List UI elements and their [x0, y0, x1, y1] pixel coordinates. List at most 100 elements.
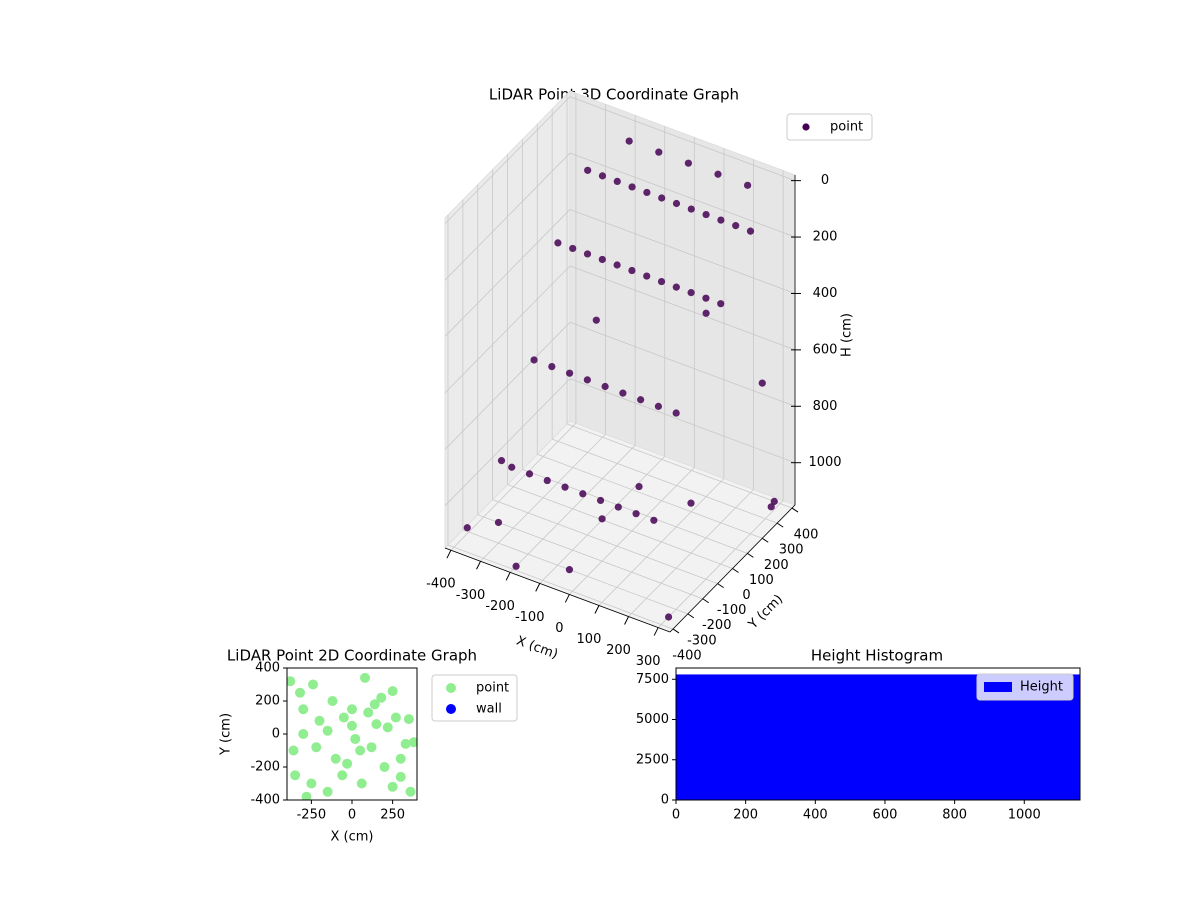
x-tick-label: 1000	[1008, 808, 1041, 823]
tick-mark	[564, 594, 570, 603]
point	[350, 733, 361, 744]
point	[387, 781, 398, 792]
tick-mark	[594, 605, 600, 614]
legend-box	[976, 673, 1074, 701]
point	[635, 482, 643, 491]
point	[390, 712, 401, 723]
legend-marker	[984, 682, 1012, 692]
point	[613, 261, 621, 269]
grid-line	[552, 438, 778, 524]
point	[561, 483, 569, 491]
z-tick-label: 400	[813, 286, 838, 301]
legend-label: wall	[476, 702, 502, 717]
point	[672, 283, 680, 291]
point	[322, 725, 333, 736]
x-tick-label: -300	[456, 588, 486, 603]
point	[601, 382, 609, 391]
legend-marker	[446, 683, 456, 693]
grid-line	[507, 484, 733, 569]
chart-title: LiDAR Point 2D Coordinate Graph	[227, 647, 477, 665]
point	[287, 676, 296, 687]
point	[569, 244, 577, 253]
z-tick-label: 800	[813, 399, 838, 414]
y-tick-label: -200	[250, 760, 280, 775]
point	[311, 742, 322, 753]
point	[702, 309, 710, 317]
y-tick-label: 0	[742, 588, 750, 603]
point	[494, 518, 503, 527]
grid-line	[444, 152, 571, 281]
point	[643, 188, 651, 197]
grid-line	[477, 514, 703, 600]
tick-mark	[761, 537, 769, 543]
grid-line	[462, 529, 688, 615]
grid-line	[569, 209, 796, 294]
point	[583, 250, 592, 258]
z-tick-label: 600	[813, 342, 838, 357]
y-tick-label: 0	[272, 727, 280, 742]
point	[655, 148, 663, 156]
point	[387, 686, 398, 697]
x-tick-label: 0	[672, 808, 680, 823]
chart-title: Height Histogram	[811, 647, 943, 665]
point	[664, 613, 673, 621]
y-tick-label: -400	[672, 648, 702, 663]
y-tick-label: 100	[749, 573, 774, 588]
legend-label: point	[476, 681, 509, 696]
point	[371, 719, 382, 730]
point	[628, 183, 636, 191]
point	[347, 704, 357, 715]
legend-label: point	[830, 120, 863, 135]
x-tick-label: -200	[485, 599, 515, 614]
legend-marker	[446, 704, 456, 714]
point	[548, 362, 556, 371]
point	[584, 166, 592, 174]
tick-mark	[732, 568, 739, 573]
grid-line	[569, 321, 796, 407]
point	[403, 714, 414, 725]
grid-line	[569, 152, 796, 238]
y-tick-label: 0	[661, 793, 669, 808]
z-tick-label: 200	[813, 230, 838, 245]
legend-label: Height	[1020, 680, 1063, 695]
grid-line	[569, 265, 796, 351]
grid-line	[492, 499, 718, 584]
chart-title: LiDAR Point 3D Coordinate Graph	[489, 86, 739, 104]
point	[770, 497, 778, 505]
point-series	[463, 137, 778, 621]
point	[613, 177, 621, 186]
x-tick-label: 250	[380, 808, 405, 823]
point	[298, 729, 309, 739]
point	[565, 369, 574, 377]
y-tick-label: -200	[702, 618, 732, 633]
y-tick-label: 2500	[636, 752, 669, 767]
axis-line	[669, 504, 796, 633]
x-tick-label: 400	[803, 808, 828, 823]
point	[379, 762, 390, 772]
grid-line	[444, 322, 571, 450]
z-axis-label: H (cm)	[840, 313, 855, 357]
point	[408, 737, 417, 748]
point	[382, 722, 393, 733]
grid-line	[444, 265, 571, 394]
point	[554, 239, 562, 247]
point	[758, 379, 766, 387]
point	[298, 704, 309, 715]
tick-mark	[476, 561, 481, 570]
point	[342, 758, 353, 769]
point	[530, 356, 538, 364]
point	[654, 402, 663, 410]
point	[525, 470, 534, 478]
point	[322, 786, 333, 797]
point	[744, 181, 752, 189]
grid-line	[447, 544, 674, 630]
point	[598, 255, 606, 264]
point	[463, 524, 471, 532]
point	[650, 516, 658, 524]
x-tick-label: -250	[297, 808, 327, 823]
point	[684, 159, 692, 167]
y-tick-label: 200	[764, 558, 789, 573]
point	[327, 696, 338, 706]
point	[628, 266, 636, 275]
